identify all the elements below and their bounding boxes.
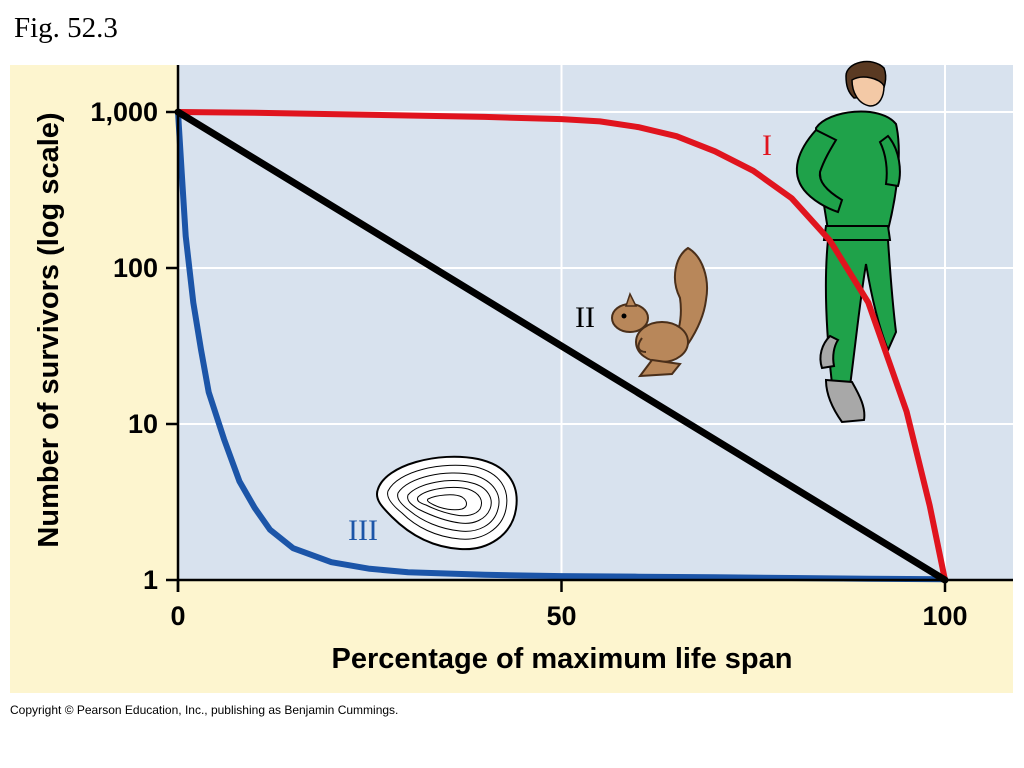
y-tick-label: 100 bbox=[113, 253, 158, 283]
x-tick-label: 50 bbox=[546, 601, 576, 631]
series-line-type-i bbox=[175, 109, 948, 583]
copyright-notice: Copyright © Pearson Education, Inc., pub… bbox=[10, 703, 399, 717]
y-axis-title: Number of survivors (log scale) bbox=[33, 112, 65, 547]
y-tick-label: 1 bbox=[143, 565, 158, 595]
illustrations bbox=[376, 60, 901, 551]
x-tick-label: 0 bbox=[170, 601, 185, 631]
series-line-type-iii bbox=[175, 109, 948, 583]
x-axis-title: Percentage of maximum life span bbox=[332, 643, 793, 675]
tick-labels: 1 10 100 1,000 0 50 100 bbox=[90, 97, 967, 631]
y-tick-label: 10 bbox=[128, 409, 158, 439]
series-line-type-ii bbox=[174, 108, 949, 584]
series-label-type-ii: II bbox=[575, 301, 595, 334]
axes bbox=[166, 65, 1013, 592]
x-tick-label: 100 bbox=[922, 601, 967, 631]
series-label-type-iii: III bbox=[348, 514, 378, 547]
figure-label: Fig. 52.3 bbox=[14, 12, 118, 44]
series-label-type-i: I bbox=[762, 129, 772, 162]
squirrel-icon bbox=[611, 246, 708, 378]
series-layer bbox=[174, 108, 949, 584]
running-human-icon bbox=[795, 60, 901, 424]
oyster-shell-icon bbox=[376, 455, 518, 551]
y-tick-label: 1,000 bbox=[90, 97, 158, 127]
survivorship-chart: 1 10 100 1,000 0 50 100 Percentage of maximum … bbox=[10, 60, 1013, 693]
